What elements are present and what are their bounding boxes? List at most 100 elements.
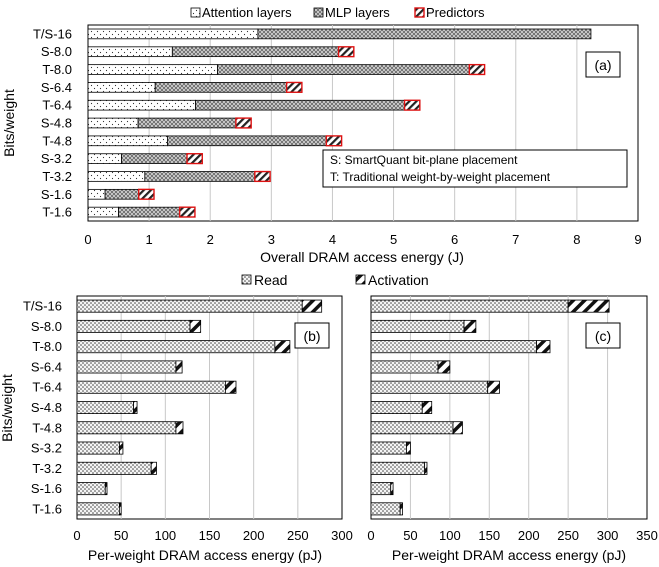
bar-a-attention-layers-S-3.2 (87, 153, 123, 164)
y-tick-label-b-T-4.8: T-4.8 (32, 420, 62, 435)
y-axis-label-a: Bits/weight (1, 89, 17, 157)
bar-a-attention-layers-T-6.4 (87, 99, 196, 111)
x-tick-label-a-0: 0 (84, 232, 91, 247)
bar-b-activation-T/S-16 (301, 299, 323, 313)
legend-item-mlp: MLP layers (313, 5, 390, 20)
bar-a-attention-layers-T-4.8 (87, 135, 168, 147)
bars-c (370, 299, 610, 516)
bar-c-read-T-6.4 (370, 380, 489, 394)
chart-c: 0 50 100 150 200 250 300 350 (c) Per-weight DRA… (367, 295, 658, 563)
bar-b-activation-T-6.4 (224, 380, 237, 394)
y-tick-label-b-T-8.0: T-8.0 (32, 339, 62, 354)
y-tick-label-b-S-6.4: S-6.4 (31, 359, 62, 374)
bar-a-predictors-S-8.0 (337, 46, 355, 58)
bar-c-activation-T-4.8 (452, 421, 463, 435)
bar-a-attention-layers-T-8.0 (87, 64, 218, 75)
x-axis-label-a: Overall DRAM access energy (J) (260, 249, 464, 265)
x-tick-label-a-4: 4 (329, 232, 336, 247)
x-tick-label-b-150: 150 (199, 528, 221, 543)
bar-a-predictors-T-3.2 (254, 170, 271, 183)
bar-a-attention-layers-S-4.8 (87, 117, 139, 129)
bar-a-mlp-layers-S-1.6 (104, 188, 140, 200)
panel-label-box-b (294, 322, 330, 349)
legend-swatch-activation (355, 274, 366, 285)
y-tick-label-b-T-1.6: T-1.6 (32, 501, 62, 516)
y-tick-label-a-T-8.0: T-8.0 (42, 62, 72, 77)
x-tick-label-c-300: 300 (597, 528, 619, 543)
bar-a-attention-layers-S-8.0 (87, 46, 173, 58)
x-tick-label-c-100: 100 (439, 528, 461, 543)
legend-label-predictors: Predictors (426, 5, 485, 20)
legend-swatch-attention (190, 7, 201, 18)
x-tick-label-c-250: 250 (557, 528, 579, 543)
bar-a-mlp-layers-T/S-16 (257, 28, 592, 40)
y-tick-label-a-T/S-16: T/S-16 (33, 26, 72, 41)
bar-b-read-S-3.2 (76, 441, 120, 455)
chart-a: T/S-16 S-8.0 T-8.0 S-6.4 T-6.4 S-4.8 T-4.8 S-3.… (1, 24, 642, 265)
bar-c-activation-T-6.4 (487, 380, 500, 394)
panel-label-box-c (585, 322, 621, 349)
bar-b-read-T-8.0 (76, 340, 276, 354)
y-tick-labels-a: T/S-16 S-8.0 T-8.0 S-6.4 T-6.4 S-4.8 T-4.8 S-3.… (33, 26, 72, 219)
grid-a (148, 25, 578, 221)
bar-c-read-S-8.0 (370, 319, 465, 333)
bar-c-read-S-6.4 (370, 360, 439, 374)
x-tick-label-c-150: 150 (478, 528, 500, 543)
bar-a-predictors-T-4.8 (325, 135, 343, 147)
annotation-frame (322, 149, 628, 188)
y-tick-label-a-S-8.0: S-8.0 (41, 44, 72, 59)
bar-b-read-T-4.8 (76, 421, 177, 435)
legend-bc: Read Activation (241, 272, 429, 288)
bar-a-predictors-T-1.6 (178, 206, 196, 218)
bar-b-read-S-1.6 (76, 482, 106, 496)
bar-c-read-T-8.0 (370, 340, 538, 354)
bar-a-predictors-T-8.0 (468, 63, 486, 76)
bar-b-activation-S-3.2 (119, 441, 124, 455)
legend-item-predictors: Predictors (414, 5, 485, 20)
bar-a-predictors-S-1.6 (138, 188, 155, 200)
legend-swatch-mlp (313, 7, 324, 18)
bar-a-predictors-S-6.4 (285, 81, 303, 93)
y-tick-label-b-S-4.8: S-4.8 (31, 400, 62, 415)
bar-b-read-S-8.0 (76, 319, 191, 333)
x-tick-label-c-50: 50 (403, 528, 417, 543)
bar-b-read-T-3.2 (76, 461, 152, 475)
bar-a-mlp-layers-T-3.2 (144, 171, 256, 182)
y-tick-label-b-T/S-16: T/S-16 (23, 299, 62, 314)
legend-swatch-read (241, 274, 252, 285)
x-tick-label-b-0: 0 (73, 528, 80, 543)
x-axis-label-b: Per-weight DRAM access energy (pJ) (88, 547, 322, 563)
legend-label-attention: Attention layers (202, 5, 292, 20)
bar-a-attention-layers-S-6.4 (87, 82, 156, 93)
bar-a-predictors-S-4.8 (235, 117, 252, 129)
bar-a-mlp-layers-S-4.8 (137, 117, 237, 129)
y-axis-label-b: Bits/weight (0, 374, 15, 442)
x-tick-labels-b: 0 50 100 150 200 250 300 (73, 528, 352, 543)
bar-c-activation-S-1.6 (390, 482, 394, 496)
bar-c-read-T-4.8 (370, 421, 454, 435)
bar-b-activation-T-3.2 (150, 461, 157, 475)
bar-a-predictors-T-6.4 (403, 99, 421, 111)
x-tick-label-a-3: 3 (268, 232, 275, 247)
bar-c-activation-T-8.0 (536, 340, 551, 354)
x-tick-label-a-9: 9 (634, 232, 641, 247)
x-tick-label-b-100: 100 (154, 528, 176, 543)
bar-c-activation-S-3.2 (406, 441, 411, 455)
annotation-line-2: T: Traditional weight-by-weight placemen… (330, 170, 551, 184)
bar-c-read-T-3.2 (370, 461, 426, 475)
bar-a-predictors-S-3.2 (186, 153, 203, 165)
x-tick-label-a-1: 1 (145, 232, 152, 247)
bar-a-mlp-layers-T-4.8 (167, 135, 327, 147)
bar-c-activation-T/S-16 (567, 299, 610, 313)
x-tick-label-b-200: 200 (243, 528, 265, 543)
bar-c-activation-T-3.2 (424, 461, 428, 475)
bars-a (87, 28, 592, 218)
panel-label-b: (b) (303, 328, 320, 344)
panel-label-a: (a) (594, 57, 611, 73)
bar-b-read-S-6.4 (76, 360, 177, 374)
y-tick-label-a-S-6.4: S-6.4 (41, 80, 72, 95)
legend-swatch-predictors (414, 7, 425, 18)
bar-a-mlp-layers-T-1.6 (118, 206, 181, 218)
y-tick-label-b-S-3.2: S-3.2 (31, 441, 62, 456)
